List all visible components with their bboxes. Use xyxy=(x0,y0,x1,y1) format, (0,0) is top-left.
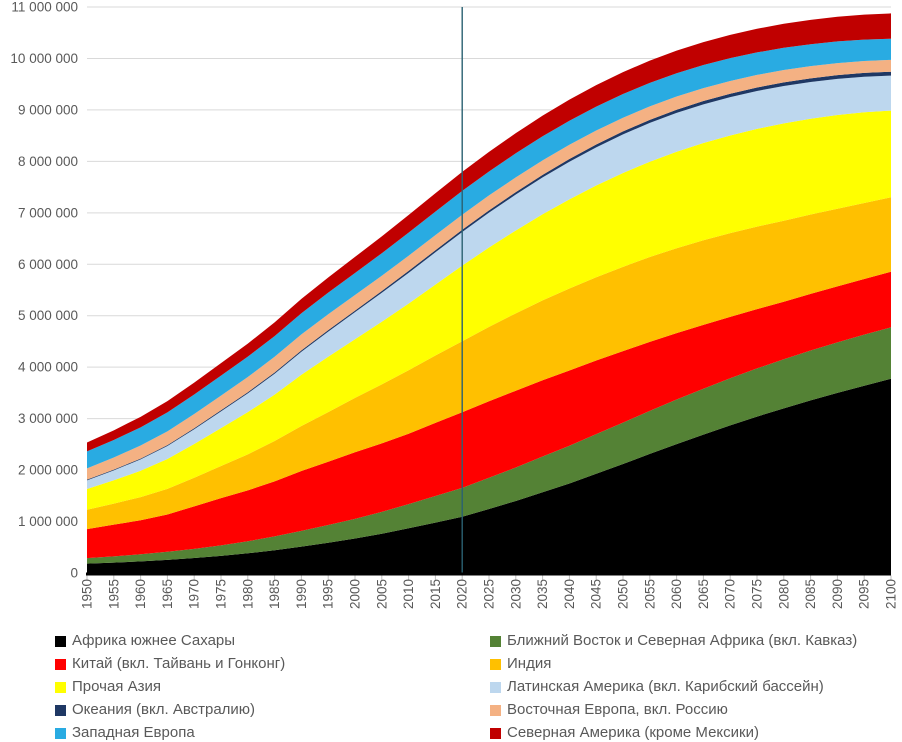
legend-item-india: Индия xyxy=(490,655,551,673)
x-axis-tick-label: 1965 xyxy=(160,579,175,609)
legend-item-oceania: Океания (вкл. Австралию) xyxy=(55,701,255,719)
legend-swatch-icon-oceania xyxy=(55,704,66,716)
x-axis-tick-label: 2075 xyxy=(750,579,765,609)
y-axis-tick-label: 2 000 000 xyxy=(18,463,78,478)
legend-swatch-icon-china xyxy=(55,658,66,670)
x-axis-tick-label: 2085 xyxy=(803,579,818,609)
legend-label: Западная Европа xyxy=(72,724,195,741)
x-axis-tick-label: 2055 xyxy=(642,579,657,609)
x-axis-tick-label: 1995 xyxy=(321,579,336,609)
series-area-north-america xyxy=(87,13,891,452)
y-axis-tick-label: 8 000 000 xyxy=(18,154,78,169)
legend-label: Восточная Европа, вкл. Россию xyxy=(507,701,728,718)
x-axis-tick-label: 1955 xyxy=(106,579,121,609)
chart-canvas: 0 1 000 000 2 000 000 3 000 000 4 000 000 5 0… xyxy=(10,0,899,609)
legend-swatch-icon-mena xyxy=(490,635,501,647)
series-area-mena xyxy=(87,327,891,564)
legend-item-other-asia: Прочая Азия xyxy=(55,678,161,696)
legend-item-china: Китай (вкл. Тайвань и Гонконг) xyxy=(55,655,285,673)
y-axis-tick-label: 6 000 000 xyxy=(18,257,78,272)
x-axis-tick-label: 2065 xyxy=(696,579,711,609)
x-axis-tick-label: 1980 xyxy=(240,579,255,609)
y-axis-tick-label: 1 000 000 xyxy=(18,514,78,529)
legend-swatch-icon-other-asia xyxy=(55,681,66,693)
legend-swatch-icon-eastern-europe xyxy=(490,704,501,716)
x-axis-tick-label: 2000 xyxy=(348,579,363,609)
legend-swatch-icon-western-europe xyxy=(55,727,66,739)
y-axis-tick-label: 9 000 000 xyxy=(18,102,78,117)
legend-item-latin-america: Латинская Америка (вкл. Карибский бассей… xyxy=(490,678,824,696)
legend-swatch-icon-north-america xyxy=(490,727,501,739)
y-axis-tick-label: 10 000 000 xyxy=(10,51,78,66)
legend-item-eastern-europe: Восточная Европа, вкл. Россию xyxy=(490,701,728,719)
x-axis-tick-label: 2100 xyxy=(884,579,899,609)
x-axis-tick-label: 1970 xyxy=(187,579,202,609)
legend-label: Африка южнее Сахары xyxy=(72,632,236,649)
series-area-china xyxy=(87,271,891,559)
x-axis-tick-label: 2010 xyxy=(401,579,416,609)
y-axis-tick-label: 0 xyxy=(70,566,78,581)
y-axis-tick-label: 3 000 000 xyxy=(18,411,78,426)
legend-swatch-icon-latin-america xyxy=(490,681,501,693)
series-area-india xyxy=(87,197,891,530)
x-axis-tick-label: 1975 xyxy=(214,579,229,609)
legend-label: Ближний Восток и Северная Африка (вкл. К… xyxy=(507,632,858,649)
x-axis-tick-label: 2035 xyxy=(535,579,550,609)
y-axis-tick-label: 11 000 000 xyxy=(11,0,78,15)
legend-swatch-icon-india xyxy=(490,658,501,670)
x-axis-tick-label: 2015 xyxy=(428,579,443,609)
x-axis-tick-label: 1960 xyxy=(133,579,148,609)
series-area-western-europe xyxy=(87,38,891,469)
series-area-latin-america xyxy=(87,75,891,490)
legend: Африка южнее Сахары Китай (вкл. Тайвань и… xyxy=(0,622,902,742)
x-axis-tick-label: 1985 xyxy=(267,579,282,609)
legend-label: Прочая Азия xyxy=(72,678,161,695)
x-axis-tick-label: 2005 xyxy=(374,579,389,609)
legend-label: Индия xyxy=(507,655,552,672)
legend-label: Океания (вкл. Австралию) xyxy=(72,701,256,718)
x-axis-tick-label: 1950 xyxy=(80,579,95,609)
x-axis-tick-label: 2080 xyxy=(776,579,791,609)
y-axis-tick-label: 5 000 000 xyxy=(18,308,78,323)
x-axis-tick-label: 2020 xyxy=(455,579,470,609)
legend-item-sub-saharan-africa: Африка южнее Сахары xyxy=(55,632,235,650)
y-axis-tick-label: 7 000 000 xyxy=(18,205,78,220)
x-axis-tick-label: 2050 xyxy=(616,579,631,609)
legend-label: Северная Америка (кроме Мексики) xyxy=(507,724,759,741)
x-axis-tick-label: 1990 xyxy=(294,579,309,609)
x-axis-tick-label: 2095 xyxy=(857,579,872,609)
legend-swatch-icon-sub-saharan-africa xyxy=(55,635,66,647)
x-axis-tick-label: 2070 xyxy=(723,579,738,609)
series-area-sub-saharan-africa xyxy=(87,378,891,573)
x-axis-tick-label: 2025 xyxy=(482,579,497,609)
x-axis-tick-label: 2060 xyxy=(669,579,684,609)
legend-item-western-europe: Западная Европа xyxy=(55,724,195,742)
y-axis-tick-label: 4 000 000 xyxy=(18,360,78,375)
legend-item-north-america: Северная Америка (кроме Мексики) xyxy=(490,724,759,742)
series-area-other-asia xyxy=(87,110,891,510)
x-axis-tick-label: 2045 xyxy=(589,579,604,609)
legend-item-mena: Ближний Восток и Северная Африка (вкл. К… xyxy=(490,632,857,650)
legend-label: Латинская Америка (вкл. Карибский бассей… xyxy=(507,678,824,695)
population-stacked-area-chart: 0 1 000 000 2 000 000 3 000 000 4 000 000 5 0… xyxy=(10,0,899,609)
x-axis-tick-label: 2030 xyxy=(508,579,523,609)
legend-label: Китай (вкл. Тайвань и Гонконг) xyxy=(72,655,286,672)
x-axis-tick-label: 2040 xyxy=(562,579,577,609)
x-axis-tick-label: 2090 xyxy=(830,579,845,609)
series-area-eastern-europe xyxy=(87,59,891,480)
